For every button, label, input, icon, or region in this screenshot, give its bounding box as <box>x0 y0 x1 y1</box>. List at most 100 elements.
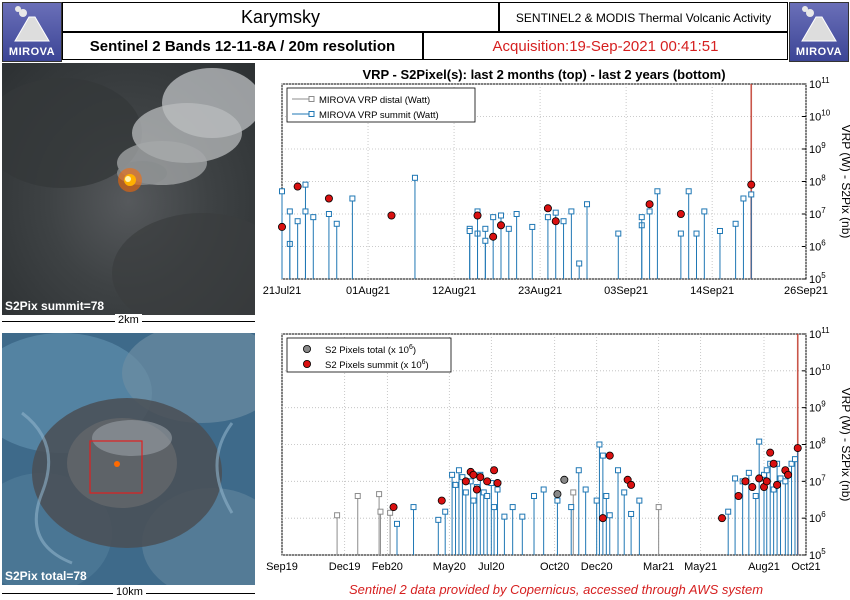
vrp-summit-point <box>621 489 628 496</box>
vrp-summit-point <box>302 181 309 188</box>
vrp-summit-point <box>466 227 473 234</box>
vrp-summit-point <box>646 208 653 215</box>
s2-pixels-total-point <box>553 490 562 499</box>
s2-pixels-summit-point <box>773 480 782 489</box>
vrp-summit-point <box>519 513 526 520</box>
vrp-summit-point <box>552 209 559 216</box>
s2-pixels-summit-point <box>437 496 446 505</box>
summit-image-render <box>2 68 255 315</box>
logo-text: MIROVA <box>8 46 56 58</box>
vrp-summit-point <box>442 508 449 515</box>
vrp-summit-point <box>529 223 536 230</box>
s2-pixels-summit-point <box>277 222 286 231</box>
vrp-summit-point <box>575 467 582 474</box>
x-tick-label: 14Sep21 <box>690 285 734 297</box>
vrp-summit-point <box>411 174 418 181</box>
vrp-summit-point <box>484 492 491 499</box>
x-tick-label: 01Aug21 <box>346 285 390 297</box>
system-box: SENTINEL2 & MODIS Thermal Volcanic Activ… <box>499 2 788 32</box>
vrp-summit-point <box>452 481 459 488</box>
bands-label: Sentinel 2 Bands 12-11-8A / 20m resoluti… <box>89 38 396 55</box>
s2-pixels-total-point <box>560 475 569 484</box>
footer-credit: Sentinel 2 data provided by Copernicus, … <box>348 582 764 597</box>
vrp-summit-point <box>393 520 400 527</box>
vrp-summit-point <box>302 208 309 215</box>
total-caption: S2Pix total=78 <box>5 569 87 583</box>
y-tick-label: 107 <box>809 206 826 221</box>
vrp-summit-point <box>615 467 622 474</box>
s2-pixels-summit-point <box>551 217 560 226</box>
y-tick-label: 108 <box>809 437 826 452</box>
chart-last-2-years: VRP (W) - S2Pix (nb) Sep19 Dec19 Feb20 May20… <box>266 333 850 573</box>
chart-last-2-months: VRP - S2Pixel(s): last 2 months (top) - … <box>263 67 850 297</box>
x-tick-label: Feb20 <box>372 561 403 573</box>
vrp-distal-point <box>570 489 577 496</box>
s2-pixels-summit-point <box>476 473 485 482</box>
x-tick-label: May21 <box>684 561 717 573</box>
chart-legend: S2 Pixels total (x 106) S2 Pixels summit … <box>286 337 452 373</box>
s2-pixels-summit-point <box>389 503 398 512</box>
vrp-summit-point <box>568 208 575 215</box>
legend-label: MIROVA VRP distal (Watt) <box>319 95 430 106</box>
chart-title: VRP - S2Pixel(s): last 2 months (top) - … <box>362 67 725 82</box>
volcano-icon <box>14 6 50 42</box>
y-tick-label: 1011 <box>809 76 830 91</box>
summit-caption: S2Pix summit=78 <box>5 299 105 313</box>
s2-pixels-summit-point <box>766 448 775 457</box>
vrp-summit-point <box>596 441 603 448</box>
s2-pixels-summit-point <box>472 485 481 494</box>
s2-pixels-summit-point <box>324 194 333 203</box>
legend-marker <box>302 359 311 368</box>
x-tick-label: Oct21 <box>791 561 820 573</box>
s2-pixels-summit-point <box>762 477 771 486</box>
legend-marker <box>302 344 311 353</box>
vrp-summit-point <box>279 188 285 195</box>
vrp-summit-point <box>325 211 332 217</box>
vrp-summit-point <box>501 513 508 520</box>
bands-box: Sentinel 2 Bands 12-11-8A / 20m resoluti… <box>62 32 423 60</box>
vrp-summit-point <box>748 191 755 198</box>
vrp-summit-point <box>410 504 417 511</box>
s2-pixels-summit-point <box>793 444 802 453</box>
s2-pixels-summit-point <box>496 221 505 230</box>
s2-pixels-summit-point <box>769 459 778 468</box>
vrp-summit-point <box>497 212 504 219</box>
s2-pixels-summit-point <box>387 211 396 220</box>
vrp-summit-point <box>615 230 622 237</box>
vrp-summit-point <box>752 492 759 499</box>
vrp-summit-point <box>638 214 645 221</box>
volcano-name-box: Karymsky <box>62 2 499 32</box>
y-tick-label: 109 <box>809 400 826 415</box>
vrp-summit-point <box>677 230 684 237</box>
vrp-distal-point <box>354 492 361 499</box>
mirova-logo-right: MIROVA <box>789 2 849 62</box>
vrp-summit-point <box>482 237 489 244</box>
s2-pixels-summit-point <box>469 470 478 479</box>
s2-pixels-summit-point <box>717 514 726 523</box>
vrp-summit-point <box>505 225 512 232</box>
s2-pixels-summit-point <box>493 479 502 488</box>
vrp-summit-point <box>568 504 575 511</box>
s2-pixels-summit-point <box>461 477 470 486</box>
vrp-summit-point <box>576 260 583 267</box>
x-tick-label: 21Jul21 <box>263 285 302 297</box>
s2-pixels-summit-point <box>598 514 607 523</box>
s2-pixels-summit-point <box>741 477 750 486</box>
vrp-summit-point <box>725 508 732 515</box>
scale-label-top: 2km <box>115 314 142 326</box>
vrp-summit-point <box>693 230 700 237</box>
chart-legend: MIROVA VRP distal (Watt) MIROVA VRP summi… <box>286 87 476 123</box>
vrp-summit-point <box>777 475 784 482</box>
vrp-summit-point <box>756 438 763 445</box>
vrp-summit-point <box>763 467 770 474</box>
x-tick-label: 26Sep21 <box>784 285 828 297</box>
y-tick-label: 107 <box>809 473 826 488</box>
vrp-summit-point <box>732 475 739 482</box>
s2-pixels-summit-point <box>676 209 685 218</box>
legend-label: S2 Pixels summit (x 106) <box>325 359 429 371</box>
vrp-summit-point <box>599 452 606 459</box>
vrp-summit-point <box>531 492 538 499</box>
vrp-summit-point <box>513 211 520 217</box>
vrp-summit-point <box>716 227 723 234</box>
s2-pixels-summit-point <box>645 200 654 209</box>
